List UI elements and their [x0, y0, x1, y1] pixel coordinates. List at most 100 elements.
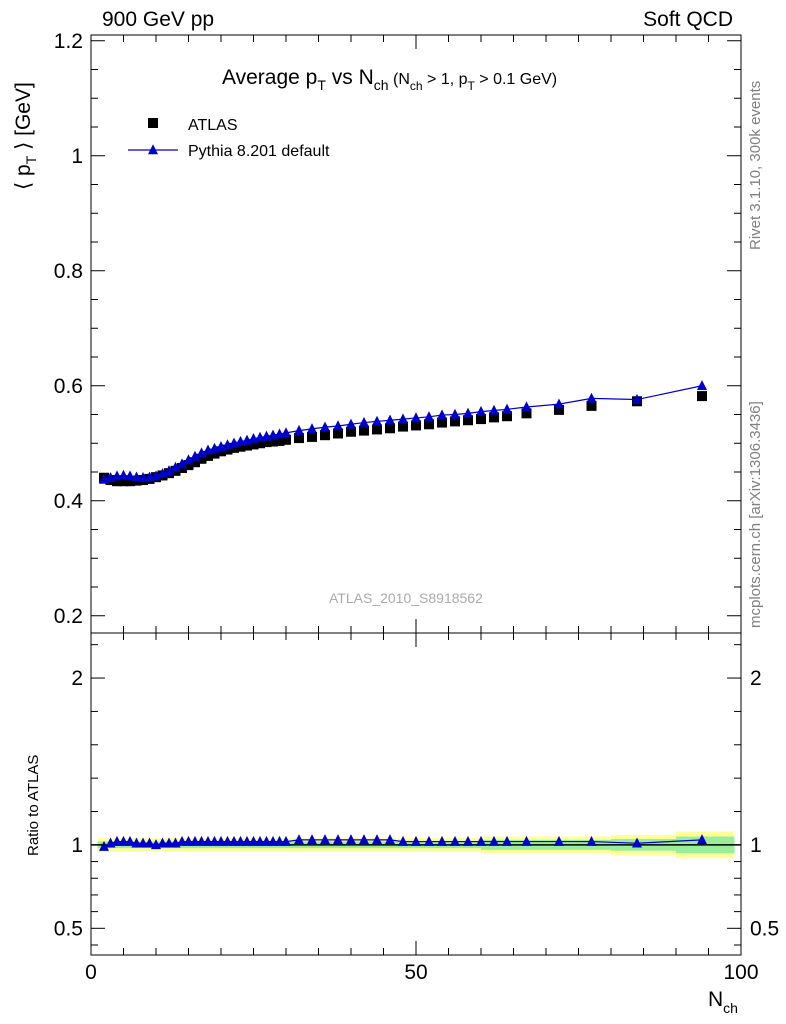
ratio-y-tick-label: 2: [71, 667, 83, 690]
ratio-point: [385, 834, 395, 845]
pythia-point: [177, 458, 187, 469]
ratio-y-tick-label: 0.5: [54, 917, 83, 940]
rivet-label: Rivet 3.1.10, 300k events: [747, 80, 764, 250]
analysis-watermark: ATLAS_2010_S8918562: [329, 590, 483, 606]
pythia-point: [489, 404, 499, 415]
legend-atlas-label: ATLAS: [188, 117, 238, 134]
ratio-point: [131, 837, 142, 848]
ratio-point: [697, 834, 707, 845]
atlas-point: [489, 412, 499, 423]
ratio-point: [242, 835, 252, 846]
y-tick-label: 1.2: [54, 30, 83, 53]
axis-labels: 0 50 100 0.2 0.4 0.6 0.8 1 1.2 0.5 0.5 1 1 2 2 Average …: [12, 30, 779, 1016]
pythia-point: [502, 403, 512, 414]
atlas-point: [216, 446, 226, 457]
atlas-point: [183, 460, 194, 471]
pythia-point: [294, 424, 304, 435]
atlas-point: [242, 440, 252, 451]
pythia-point: [307, 423, 317, 434]
ratio-point: [398, 835, 408, 846]
ratio-point: [268, 835, 278, 846]
y-tick-label: 0.6: [54, 375, 83, 398]
atlas-point: [502, 411, 512, 422]
atlas-point: [586, 400, 597, 411]
ratio-point: [196, 835, 207, 846]
ratio-frame: [90, 632, 742, 956]
pythia-point: [170, 461, 181, 472]
ratio-point: [177, 835, 187, 846]
ratio-point: [632, 837, 642, 848]
pythia-point: [164, 465, 174, 476]
ratio-point: [476, 835, 486, 846]
ratio-series: [99, 834, 707, 851]
ratio-point: [424, 835, 434, 846]
pythia-point: [463, 407, 473, 418]
atlas-point: [476, 414, 486, 425]
atlas-point: [450, 416, 460, 427]
ratio-point: [229, 835, 239, 846]
atlas-point: [346, 426, 356, 437]
ratio-point: [255, 835, 265, 846]
pythia-point: [398, 413, 408, 424]
ratio-point: [183, 835, 194, 846]
chart-title: Average pT vs Nch (Nch > 1, pT > 0.1 GeV…: [222, 66, 557, 93]
ratio-point: [216, 835, 226, 846]
ratio-point: [274, 835, 285, 846]
atlas-point: [203, 450, 213, 461]
y-tick-label: 0.8: [54, 260, 83, 283]
atlas-point: [697, 391, 707, 402]
pythia-point: [450, 408, 460, 419]
ratio-point: [554, 835, 564, 846]
atlas-point: [235, 441, 246, 452]
pythia-point: [183, 454, 194, 465]
atlas-point: [125, 476, 135, 487]
legend: ATLAS Pythia 8.201 default: [128, 117, 330, 160]
ratio-y-tick-label-right: 2: [750, 667, 762, 690]
atlas-point: [359, 425, 369, 436]
ratio-point: [320, 834, 330, 845]
atlas-point: [385, 423, 395, 434]
ratio-point: [294, 834, 304, 845]
pythia-point: [346, 418, 356, 429]
ratio-point: [261, 835, 272, 846]
pythia-point: [372, 415, 382, 426]
pythia-point: [476, 405, 486, 416]
pythia-point: [333, 420, 343, 431]
mcplots-label: mcplots.cern.ch [arXiv:1306.3436]: [747, 401, 764, 628]
atlas-point: [190, 457, 200, 468]
atlas-point: [463, 415, 473, 426]
ratio-point: [437, 835, 447, 846]
pythia-point: [697, 380, 707, 391]
x-tick-label: 0: [85, 961, 97, 984]
ratio-y-tick-label-right: 0.5: [750, 917, 779, 940]
ratio-point: [203, 835, 213, 846]
legend-pythia-label: Pythia 8.201 default: [188, 143, 330, 160]
pythia-point: [281, 427, 291, 438]
ratio-point: [164, 837, 174, 848]
main-series: [99, 380, 707, 487]
pythia-point: [125, 470, 135, 481]
ratio-point: [281, 835, 291, 846]
header-left: 900 GeV pp: [102, 8, 215, 31]
ratio-point: [489, 835, 499, 846]
atlas-point: [261, 437, 272, 448]
ratio-point: [521, 835, 532, 846]
atlas-point: [274, 435, 285, 446]
y-tick-label: 0.4: [54, 490, 84, 513]
ratio-point: [463, 835, 473, 846]
ratio-point: [190, 835, 200, 846]
atlas-point: [209, 448, 220, 459]
pythia-point: [157, 468, 168, 478]
ratio-point: [346, 834, 356, 845]
ratio-point: [333, 834, 343, 845]
y-tick-label: 0.2: [54, 605, 83, 628]
pythia-point: [320, 421, 330, 432]
atlas-point: [248, 439, 259, 450]
ratio-point: [248, 835, 259, 846]
atlas-point: [424, 419, 434, 430]
atlas-point: [294, 433, 304, 444]
atlas-point: [196, 453, 207, 464]
pythia-point: [521, 401, 532, 412]
ratio-point: [222, 835, 233, 846]
x-tick-label: 50: [404, 961, 427, 984]
